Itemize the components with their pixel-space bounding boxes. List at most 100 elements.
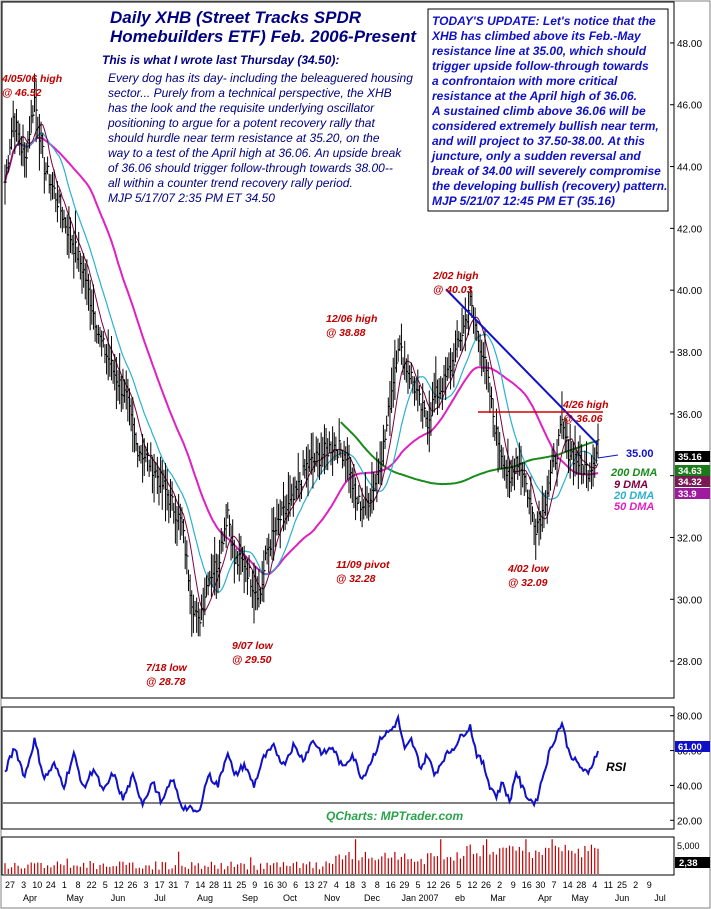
x-month-label: Aug [197,893,213,903]
update-line: considered extremely bullish near term, [432,119,659,133]
volume-tick-label: 5,000 [677,841,700,851]
x-date-label: 25 [617,880,627,890]
x-date-label: 5 [415,880,420,890]
rsi-value-box [675,741,710,752]
x-month-label: Apr [23,893,37,903]
x-date-label: 11 [604,880,613,890]
x-date-label: 27 [5,880,15,890]
x-date-label: 14 [195,880,205,890]
x-date-label: 2 [633,880,638,890]
volume-bars [4,839,599,874]
rsi-tick-label: 60.00 [677,747,702,758]
x-date-label: 16 [263,880,273,890]
ma200-price-value: 34.63 [678,466,702,477]
x-month-label: Sep [242,893,258,903]
x-month-label: Oct [283,893,298,903]
x-date-label: 16 [386,880,396,890]
annotation-apr02-low: 4/02 low @ 32.09 [507,563,550,589]
price-tick-label: 36.00 [677,410,702,421]
annotation-apr05-high: 4/05/06 high @ 46.52 [1,73,62,99]
update-line: a confrontaion with more critical [432,74,618,88]
chart-title-line2: Homebuilders ETF) Feb. 2006-Present [110,27,417,46]
resistance-callout-line [597,454,619,459]
ma50-price-box [675,488,710,499]
annotation-feb02-high: 2/02 high @ 40.03 [432,270,479,296]
annotation-dec06-high: 12/06 high @ 38.88 [326,313,377,339]
annotation-sep07-low: 9/07 low @ 29.50 [232,640,274,666]
rsi-value: 61.00 [678,742,702,753]
price-tick-label: 40.00 [677,286,702,297]
x-date-label: 30 [277,880,287,890]
x-month-label: Nov [324,893,341,903]
commentary-line: has the look and the requisite underlyin… [108,101,375,115]
x-month-label: Jan 2007 [401,893,438,903]
legend-200dma: 200 DMA [610,467,658,479]
update-line: the developing bullish (recovery) patter… [432,179,667,193]
commentary-line: positioning to argue for a potent recove… [107,116,375,130]
ma-legend: 200 DMA 9 DMA 20 DMA 50 DMA [610,467,658,513]
commentary-line: of 36.06 should trigger follow-through t… [108,161,393,175]
update-box [427,8,669,212]
price-tick-label: 42.00 [677,224,702,235]
x-month-label: eb [455,893,465,903]
update-text: TODAY'S UPDATE: Let's notice that the XH… [430,14,667,208]
update-line: trigger upside follow-through towards [432,59,649,73]
x-month-label: Jul [154,893,166,903]
annotation-value: @ 38.88 [326,327,366,339]
price-bars [3,73,600,637]
x-date-label: 3 [143,880,148,890]
annotation-value: @ 32.09 [508,577,548,589]
x-axis: 27 3 10 24 1 8 22 5 12 26 3 17 31 7 14 28 11 25 9 16 30 6 13 27… [5,880,666,903]
price-tick-label: 38.00 [677,348,702,359]
x-date-label: 4 [334,880,339,890]
x-date-label: 10 [32,880,42,890]
annotation-value: @ 32.28 [336,573,376,585]
annotation-value: @ 40.03 [433,284,473,296]
annotation-label: 2/02 high [432,270,479,282]
update-signature: MJP 5/21/07 12:45 PM ET (35.16) [432,194,615,208]
x-date-label: 30 [535,880,545,890]
x-date-label: 7 [551,880,556,890]
legend-9dma: 9 DMA [614,479,648,491]
price-tick-label: 48.00 [677,39,702,50]
x-date-label: 26 [440,880,450,890]
price-tick-label: 44.00 [677,163,702,174]
x-date-label: 1 [62,880,67,890]
ma9-price-box [675,476,710,487]
annotation-label: 11/09 pivot [336,559,390,571]
x-date-label: 28 [209,880,219,890]
update-line: XHB has climbed above its Feb.-May [431,29,642,43]
x-month-label: Jun [615,893,630,903]
annotation-label: 7/18 low [146,662,188,674]
last-price-box [675,451,710,462]
x-date-label: 5 [103,880,108,890]
volume-value: 2,38 [679,858,698,869]
annotation-label: 4/05/06 high [1,73,62,85]
resistance-level-label: 35.00 [626,448,654,460]
feb-may-resistance-trendline [445,288,599,446]
x-date-label: 3 [361,880,366,890]
x-month-label: Dec [364,893,381,903]
x-date-label: 12 [114,880,124,890]
annotation-label: 9/07 low [232,640,274,652]
x-date-label: 29 [399,880,409,890]
x-date-label: 5 [456,880,461,890]
update-line: resistance line at 35.00, which should [432,44,647,58]
x-month-label: Jul [654,893,666,903]
rsi-line [4,713,599,813]
x-date-label: 27 [318,880,328,890]
commentary-line: sector... Purely from a technical perspe… [108,86,392,100]
x-date-label: 24 [46,880,56,890]
x-date-label: 12 [427,880,437,890]
update-line: resistance at the April high of 36.06. [432,89,637,103]
annotation-value: @ 46.52 [2,87,42,99]
x-date-label: 26 [127,880,137,890]
x-date-label: 31 [168,880,178,890]
annotation-value: @ 36.06 [563,413,603,425]
annotation-value: @ 29.50 [232,654,272,666]
annotation-label: 4/26 high [562,399,609,411]
x-date-label: 26 [481,880,491,890]
commentary-intro: This is what I wrote last Thursday (34.5… [102,53,339,67]
rsi-tick-label: 20.00 [677,816,702,827]
